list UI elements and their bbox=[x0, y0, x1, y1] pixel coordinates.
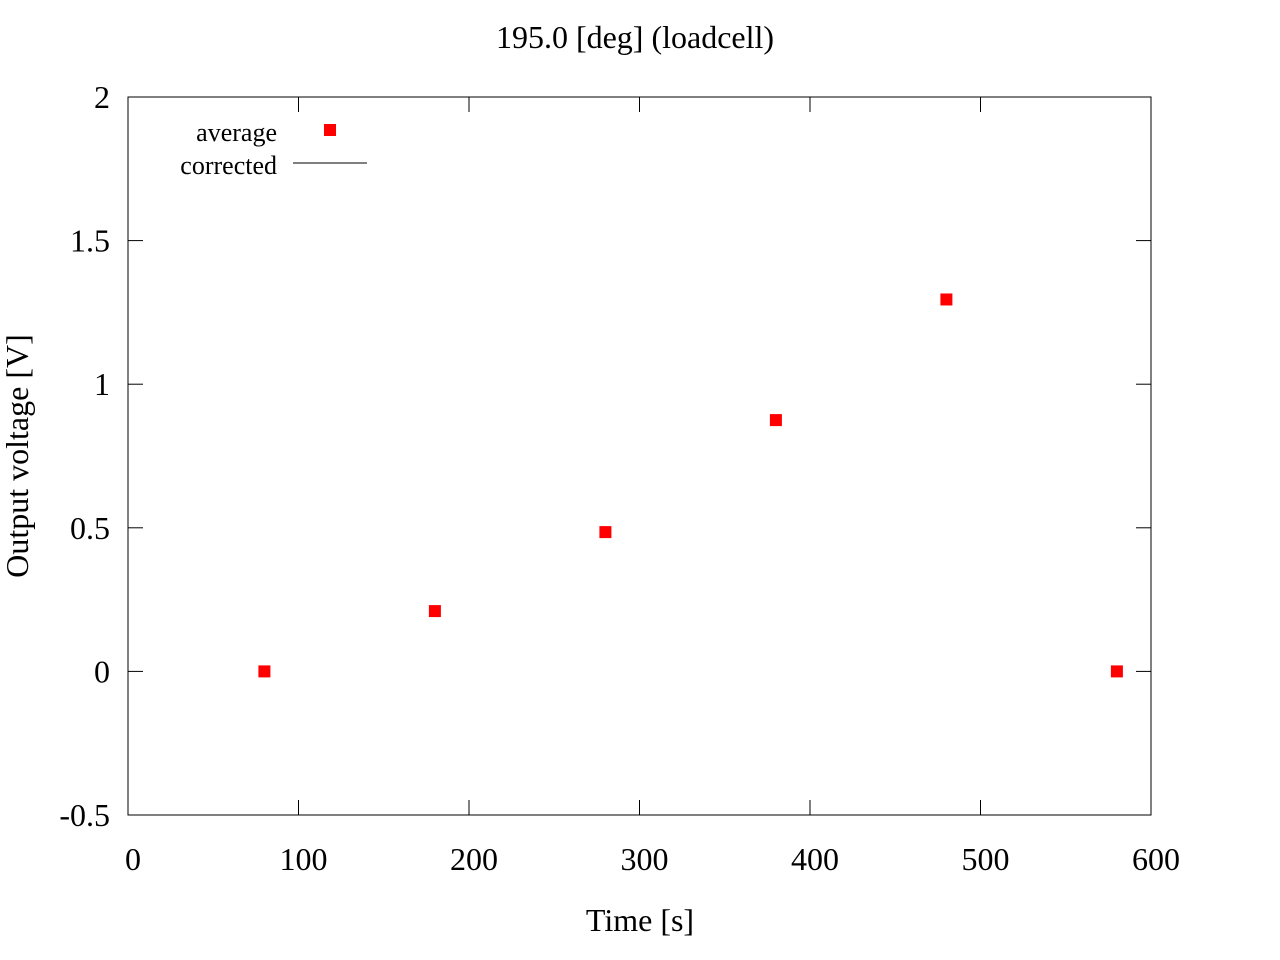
legend: average corrected bbox=[180, 118, 367, 180]
x-tick-label: 100 bbox=[280, 841, 328, 877]
y-axis-ticks: -0.5 0 0.5 1 1.5 2 bbox=[59, 79, 1151, 833]
plot-area-frame bbox=[127, 96, 1152, 816]
x-axis-ticks: 0 100 200 300 400 500 600 bbox=[125, 97, 1180, 877]
data-point-average bbox=[258, 665, 271, 678]
legend-label-average: average bbox=[196, 118, 277, 147]
x-tick-label: 0 bbox=[125, 841, 141, 877]
x-tick-label: 600 bbox=[1132, 841, 1180, 877]
legend-marker-average bbox=[324, 124, 336, 136]
y-tick-label: 1.5 bbox=[70, 223, 110, 259]
data-point-average bbox=[428, 605, 441, 618]
y-tick-label: -0.5 bbox=[59, 797, 110, 833]
x-tick-label: 300 bbox=[621, 841, 669, 877]
legend-label-corrected: corrected bbox=[180, 151, 277, 180]
x-tick-label: 400 bbox=[791, 841, 839, 877]
y-tick-label: 2 bbox=[94, 79, 110, 115]
x-tick-label: 500 bbox=[962, 841, 1010, 877]
y-tick-label: 1 bbox=[94, 366, 110, 402]
x-tick-label: 200 bbox=[450, 841, 498, 877]
data-point-average bbox=[599, 526, 612, 539]
data-point-average bbox=[769, 414, 782, 427]
x-axis-label: Time [s] bbox=[586, 902, 694, 938]
chart-title: 195.0 [deg] (loadcell) bbox=[496, 19, 774, 55]
data-point-average bbox=[1110, 665, 1123, 678]
series-average-points bbox=[258, 293, 1123, 678]
y-tick-label: 0.5 bbox=[70, 510, 110, 546]
y-axis-label: Output voltage [V] bbox=[0, 334, 35, 578]
y-tick-label: 0 bbox=[94, 653, 110, 689]
data-point-average bbox=[940, 293, 953, 306]
